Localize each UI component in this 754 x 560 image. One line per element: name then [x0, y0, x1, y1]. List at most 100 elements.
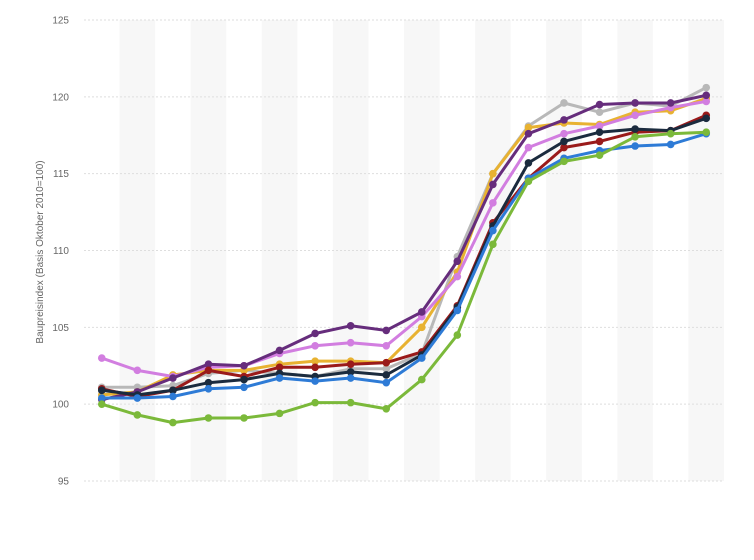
data-point[interactable]: [169, 374, 177, 382]
background-band: [332, 20, 369, 481]
data-point[interactable]: [631, 132, 639, 141]
data-point[interactable]: [631, 142, 639, 150]
data-point[interactable]: [382, 378, 391, 387]
data-point[interactable]: [489, 240, 497, 249]
data-point[interactable]: [311, 329, 319, 338]
data-point[interactable]: [382, 371, 391, 379]
data-point[interactable]: [204, 366, 213, 375]
data-point[interactable]: [169, 392, 177, 401]
data-point[interactable]: [346, 368, 355, 376]
data-point[interactable]: [382, 365, 391, 373]
data-point[interactable]: [489, 169, 497, 178]
data-point[interactable]: [346, 398, 355, 407]
y-axis-title: Baupreisindex (Basis Oktober 2010=100): [35, 160, 46, 343]
data-point[interactable]: [524, 159, 533, 167]
data-point[interactable]: [417, 354, 426, 362]
series-line: [100, 132, 708, 400]
data-point[interactable]: [133, 366, 142, 375]
data-point[interactable]: [631, 125, 639, 133]
data-point[interactable]: [453, 331, 462, 339]
data-point[interactable]: [702, 114, 711, 123]
data-point[interactable]: [595, 137, 604, 146]
data-point[interactable]: [702, 83, 711, 92]
data-point[interactable]: [382, 341, 391, 350]
data-point[interactable]: [631, 111, 639, 120]
data-point[interactable]: [560, 129, 568, 138]
data-point[interactable]: [560, 157, 568, 166]
data-point[interactable]: [97, 400, 106, 408]
data-point[interactable]: [631, 99, 639, 107]
data-point[interactable]: [346, 360, 355, 369]
data-point[interactable]: [489, 226, 497, 235]
data-point[interactable]: [204, 385, 213, 393]
data-point[interactable]: [275, 346, 284, 355]
data-point[interactable]: [275, 374, 284, 382]
data-point[interactable]: [702, 128, 711, 136]
data-point[interactable]: [275, 409, 284, 418]
data-point[interactable]: [595, 128, 604, 136]
data-point[interactable]: [240, 383, 248, 392]
data-point[interactable]: [595, 122, 604, 130]
data-point[interactable]: [489, 180, 497, 189]
y-axis-ticks: 95 100 105 110 115 120 125: [52, 16, 69, 488]
data-point[interactable]: [204, 414, 213, 422]
data-point[interactable]: [453, 306, 462, 315]
data-point[interactable]: [240, 414, 248, 422]
data-point[interactable]: [382, 358, 391, 367]
data-point[interactable]: [311, 377, 319, 385]
series-line: [100, 93, 708, 402]
data-point[interactable]: [595, 151, 604, 160]
data-point[interactable]: [417, 323, 426, 332]
data-point[interactable]: [560, 137, 568, 146]
data-point[interactable]: [666, 140, 675, 149]
data-point[interactable]: [524, 143, 533, 152]
data-point[interactable]: [240, 375, 248, 384]
series-line: [100, 116, 708, 397]
data-point[interactable]: [524, 123, 533, 132]
data-point[interactable]: [311, 341, 319, 350]
data-point[interactable]: [97, 386, 106, 395]
data-point[interactable]: [240, 361, 248, 370]
data-point[interactable]: [560, 116, 568, 124]
data-point[interactable]: [346, 374, 355, 382]
data-point[interactable]: [560, 99, 568, 107]
data-point[interactable]: [346, 338, 355, 347]
series-line: [100, 130, 708, 425]
data-point[interactable]: [453, 272, 462, 281]
data-point[interactable]: [204, 378, 213, 387]
data-point[interactable]: [489, 199, 497, 207]
data-point[interactable]: [524, 129, 533, 138]
data-point[interactable]: [133, 394, 142, 402]
y-tick-label: 95: [58, 477, 70, 488]
data-point[interactable]: [382, 326, 391, 335]
data-point[interactable]: [666, 99, 675, 107]
data-point[interactable]: [417, 375, 426, 384]
y-tick-label: 100: [52, 400, 69, 411]
series-lines: [97, 83, 711, 427]
data-point[interactable]: [453, 257, 462, 266]
data-point[interactable]: [311, 363, 319, 372]
data-point[interactable]: [133, 411, 142, 419]
data-point[interactable]: [595, 108, 604, 116]
data-point[interactable]: [346, 321, 355, 330]
data-point[interactable]: [702, 91, 711, 100]
series-line: [100, 113, 708, 398]
data-point[interactable]: [169, 418, 177, 427]
data-point[interactable]: [702, 97, 711, 106]
data-point[interactable]: [204, 360, 213, 369]
data-point[interactable]: [595, 100, 604, 109]
data-point[interactable]: [382, 404, 391, 413]
background-band: [261, 20, 298, 481]
data-point[interactable]: [560, 143, 568, 152]
data-point[interactable]: [311, 357, 319, 365]
y-tick-label: 110: [53, 246, 69, 257]
data-point[interactable]: [169, 386, 177, 395]
data-point[interactable]: [97, 394, 106, 402]
data-point[interactable]: [666, 129, 675, 138]
data-point[interactable]: [97, 354, 106, 362]
data-point[interactable]: [417, 308, 426, 316]
data-point[interactable]: [311, 398, 319, 407]
data-point[interactable]: [275, 363, 284, 372]
data-point[interactable]: [524, 177, 533, 186]
series-line: [100, 99, 708, 378]
